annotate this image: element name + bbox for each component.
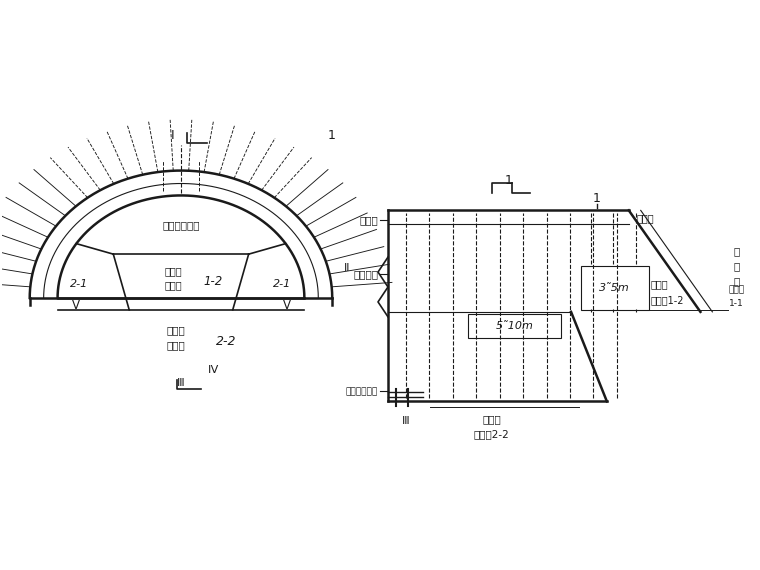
Text: 钒框架: 钒框架 (359, 215, 378, 225)
Text: 上台阶１－１: 上台阶１－１ (162, 220, 200, 230)
Text: 3˜5m: 3˜5m (600, 283, 630, 293)
Text: Ⅳ: Ⅳ (207, 365, 218, 374)
Text: 子: 子 (733, 261, 739, 271)
Text: 2-1: 2-1 (274, 279, 292, 289)
Text: Ⅱ: Ⅱ (344, 263, 350, 273)
Bar (467, 314, 561, 338)
Text: 核心土: 核心土 (166, 340, 185, 350)
Text: 1-1: 1-1 (729, 299, 743, 308)
Text: 初期支护: 初期支护 (353, 269, 378, 279)
Text: I: I (171, 129, 175, 142)
Polygon shape (58, 196, 304, 298)
Text: 核心土: 核心土 (164, 280, 182, 290)
Text: 上台阶: 上台阶 (651, 279, 668, 289)
Text: 2-1: 2-1 (71, 279, 89, 289)
Text: 1-2: 1-2 (203, 275, 223, 287)
Text: 2-2: 2-2 (216, 335, 236, 348)
Text: Ⅲ: Ⅲ (402, 416, 410, 426)
Text: 上台阶: 上台阶 (164, 266, 182, 276)
Text: 上台阶: 上台阶 (637, 213, 654, 223)
Bar (581, 266, 649, 310)
Text: 1: 1 (593, 192, 601, 205)
Text: V: V (71, 299, 80, 312)
Text: 下台阶: 下台阶 (482, 414, 501, 424)
Text: 1: 1 (505, 174, 512, 187)
Text: 伸模初期支护: 伸模初期支护 (346, 387, 378, 396)
Text: Ⅲ: Ⅲ (177, 377, 185, 388)
Text: 5˜10m: 5˜10m (496, 321, 534, 331)
Text: 下台阶: 下台阶 (166, 325, 185, 335)
Text: 上台阶: 上台阶 (728, 286, 744, 295)
Text: 核心土2-2: 核心土2-2 (473, 429, 509, 439)
Text: 核心土1-2: 核心土1-2 (651, 295, 684, 305)
Text: V: V (283, 299, 290, 312)
Text: 面: 面 (733, 276, 739, 286)
Text: 1: 1 (328, 129, 335, 142)
Text: 掌: 掌 (733, 246, 739, 256)
